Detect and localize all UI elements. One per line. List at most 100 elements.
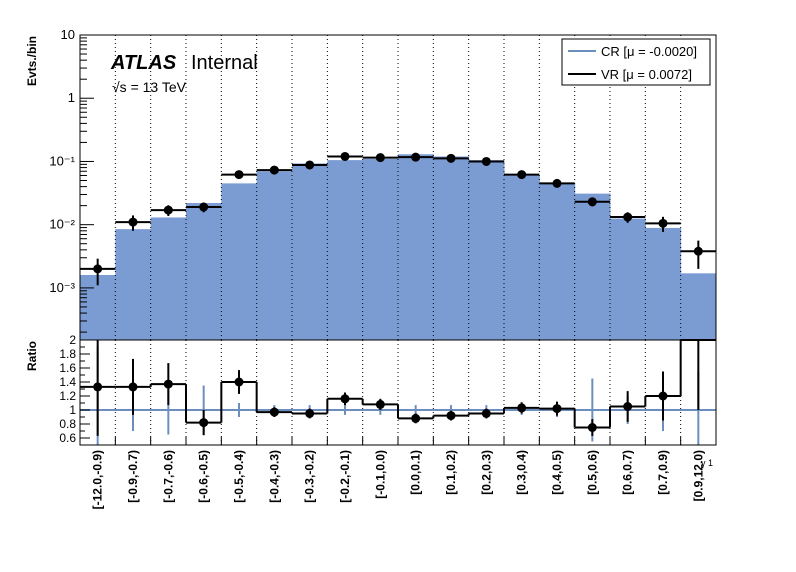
main-y-tick-label-1: 1 bbox=[68, 90, 75, 105]
vr-point-1 bbox=[128, 217, 138, 227]
x-tick-label-0: [-12.0,-0.9) bbox=[91, 450, 105, 509]
ratio-point-8 bbox=[375, 399, 385, 409]
ratio-point-2 bbox=[163, 379, 173, 389]
ratio-y-tick-label-3: 1.2 bbox=[59, 389, 76, 403]
vr-point-15 bbox=[623, 212, 633, 222]
ratio-point-7 bbox=[340, 394, 350, 404]
x-tick-label-4: [-0.5,-0.4) bbox=[232, 450, 246, 503]
cr-bar-3 bbox=[186, 203, 222, 340]
ratio-point-10 bbox=[446, 411, 456, 421]
x-axis-label: γ 1 bbox=[701, 458, 713, 468]
main-y-tick-label-3: 10⁻² bbox=[49, 217, 75, 232]
x-tick-label-16: [0.7,0.9) bbox=[656, 450, 670, 495]
cr-bar-16 bbox=[645, 227, 682, 340]
ratio-points bbox=[93, 340, 700, 436]
x-tick-label-11: [0.2,0.3) bbox=[479, 450, 493, 495]
atlas-label: ATLAS bbox=[110, 52, 177, 74]
vr-point-7 bbox=[340, 151, 350, 161]
legend-vr-label: VR [μ = 0.0072] bbox=[601, 67, 692, 82]
vr-point-8 bbox=[375, 153, 385, 163]
ratio-y-tick-label-5: 1.6 bbox=[59, 361, 76, 375]
vr-point-5 bbox=[269, 165, 279, 175]
legend-box bbox=[561, 38, 711, 86]
x-tick-label-6: [-0.3,-0.2) bbox=[303, 450, 317, 503]
x-tick-label-12: [0.3,0.4) bbox=[515, 450, 529, 495]
vr-point-0 bbox=[93, 264, 103, 274]
main-y-tick-label-0: 10 bbox=[61, 27, 75, 42]
ratio-point-0 bbox=[93, 382, 103, 392]
x-tick-label-2: [-0.7,-0.6) bbox=[161, 450, 175, 503]
internal-label: Internal bbox=[191, 52, 258, 74]
ratio-step-line bbox=[80, 339, 716, 429]
vr-points bbox=[93, 151, 703, 286]
x-tick-label-8: [-0.1,0.0) bbox=[373, 450, 387, 499]
x-tick-label-17: [0.9,12.0) bbox=[691, 450, 705, 501]
energy-label: √s = 13 TeV bbox=[112, 79, 187, 95]
legend-cr-label: CR [μ = -0.0020] bbox=[601, 44, 697, 59]
vr-point-6 bbox=[305, 160, 315, 170]
cr-bar-12 bbox=[504, 175, 540, 340]
cr-histogram-fill bbox=[80, 154, 717, 340]
legend: CR [μ = -0.0020] VR [μ = 0.0072] bbox=[561, 38, 711, 86]
cr-bar-1 bbox=[115, 229, 152, 340]
main-panel-grid bbox=[114, 35, 682, 340]
vr-point-12 bbox=[517, 170, 527, 180]
cr-bar-6 bbox=[292, 163, 328, 340]
x-axis: [-12.0,-0.9) [-0.9,-0.7) [-0.7,-0.6) [-0.6,… bbox=[79, 437, 717, 509]
vr-point-4 bbox=[234, 170, 244, 180]
ratio-point-14 bbox=[587, 423, 597, 432]
cr-bar-0 bbox=[80, 275, 116, 340]
x-tick-label-14: [0.5,0.6) bbox=[585, 450, 599, 495]
ratio-y-tick-label-1: 0.8 bbox=[59, 417, 76, 431]
x-tick-label-5: [-0.4,-0.3) bbox=[267, 450, 281, 503]
main-y-tick-label-2: 10⁻¹ bbox=[49, 153, 75, 168]
vr-point-9 bbox=[411, 152, 421, 162]
ratio-point-1 bbox=[128, 382, 138, 392]
cr-bar-5 bbox=[256, 171, 293, 340]
ratio-point-3 bbox=[199, 418, 209, 428]
ratio-y-tick-label-7: 2 bbox=[69, 333, 76, 347]
ratio-y-axis: 0.60.811.21.41.61.82 bbox=[59, 333, 90, 446]
ratio-y-tick-label-4: 1.4 bbox=[59, 375, 76, 389]
cr-bar-4 bbox=[221, 183, 258, 340]
vr-point-13 bbox=[552, 178, 562, 188]
vr-point-10 bbox=[446, 153, 456, 163]
vr-point-16 bbox=[658, 218, 668, 228]
x-tick-label-9: [0.0,0.1) bbox=[409, 450, 423, 495]
ratio-point-5 bbox=[269, 407, 279, 417]
x-tick-label-1: [-0.9,-0.7) bbox=[126, 450, 140, 503]
cr-bar-13 bbox=[539, 183, 576, 340]
x-tick-label-3: [-0.6,-0.5) bbox=[197, 450, 211, 503]
cr-bar-15 bbox=[610, 218, 646, 340]
ratio-y-tick-label-0: 0.6 bbox=[59, 431, 76, 445]
cr-bar-14 bbox=[574, 193, 611, 340]
x-tick-label-15: [0.6,0.7) bbox=[621, 450, 635, 495]
cr-bar-17 bbox=[680, 273, 717, 340]
vr-point-3 bbox=[199, 202, 209, 212]
ratio-point-9 bbox=[411, 413, 421, 423]
ratio-point-11 bbox=[481, 409, 491, 418]
ratio-y-tick-label-2: 1 bbox=[69, 403, 76, 417]
vr-point-11 bbox=[481, 156, 491, 166]
x-tick-label-13: [0.4,0.5) bbox=[550, 450, 564, 495]
vr-point-14 bbox=[587, 197, 597, 207]
cr-bar-11 bbox=[468, 160, 505, 340]
cr-bar-10 bbox=[433, 156, 470, 340]
vr-point-2 bbox=[163, 205, 173, 215]
cr-bar-2 bbox=[150, 217, 187, 340]
ratio-y-tick-label-6: 1.8 bbox=[59, 347, 76, 361]
ratio-point-6 bbox=[305, 409, 315, 418]
ratio-point-12 bbox=[517, 403, 527, 413]
ratio-point-16 bbox=[658, 391, 668, 401]
main-y-axis: 10 1 10⁻¹ 10⁻² 10⁻³ bbox=[49, 27, 94, 333]
ratio-point-15 bbox=[623, 402, 633, 411]
main-y-axis-label: Evts./bin bbox=[25, 36, 39, 86]
ratio-y-axis-label: Ratio bbox=[25, 341, 39, 371]
ratio-point-4 bbox=[234, 377, 244, 387]
vr-point-17 bbox=[693, 246, 703, 256]
ratio-point-13 bbox=[552, 404, 562, 414]
main-y-tick-label-4: 10⁻³ bbox=[49, 280, 75, 295]
cr-bar-8 bbox=[362, 158, 399, 340]
cr-bar-9 bbox=[398, 154, 434, 340]
